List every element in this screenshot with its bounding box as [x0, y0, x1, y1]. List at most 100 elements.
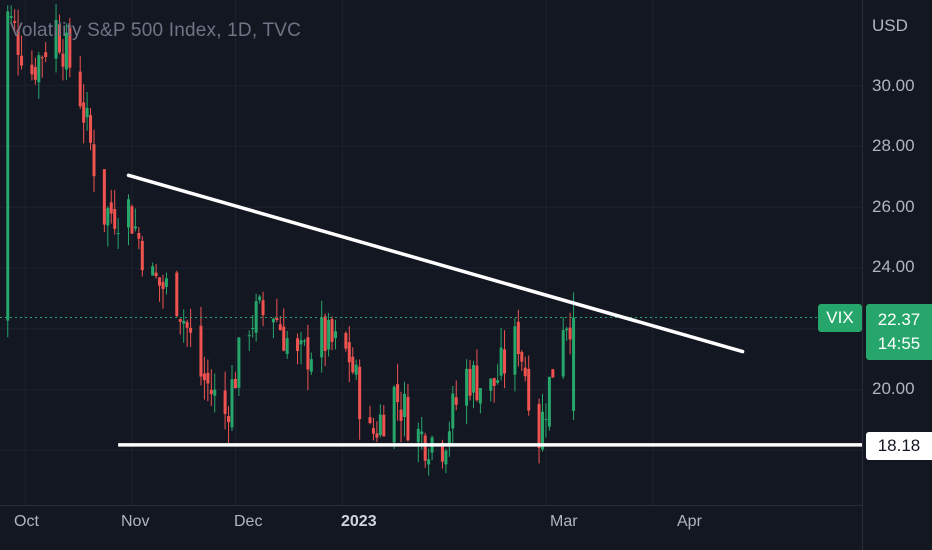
price-tick: 30.00: [872, 76, 915, 95]
time-tick: Mar: [550, 513, 578, 530]
candle: [282, 308, 286, 352]
candle-body: [44, 52, 48, 58]
candle: [344, 331, 348, 352]
candle-body: [478, 388, 482, 404]
candle: [327, 312, 331, 357]
candle: [140, 236, 144, 277]
candle-body: [344, 333, 348, 349]
candle-body: [130, 206, 134, 234]
candle-body: [516, 321, 520, 355]
candle-body: [206, 372, 210, 384]
candle-body: [527, 368, 531, 411]
candle: [151, 262, 155, 276]
candle: [102, 169, 106, 233]
candle: [371, 417, 375, 441]
candle-body: [213, 389, 217, 396]
candle-body: [20, 55, 24, 66]
candle-body: [416, 428, 420, 443]
candle: [330, 316, 334, 351]
candle: [302, 338, 306, 346]
candle: [54, 3, 58, 73]
candle: [516, 309, 520, 367]
candle: [82, 84, 86, 144]
candle: [537, 398, 541, 464]
candle: [271, 317, 275, 339]
candle: [258, 294, 262, 304]
candle: [251, 315, 255, 338]
candle: [423, 432, 427, 468]
candle: [233, 372, 237, 389]
candle-body: [489, 378, 493, 391]
candle-body: [230, 379, 234, 428]
candle-body: [520, 351, 524, 362]
candle-body: [572, 317, 576, 411]
candle: [154, 264, 158, 279]
candle: [572, 292, 576, 420]
candle: [296, 333, 300, 365]
candle-body: [440, 442, 444, 462]
candle-body: [251, 327, 255, 330]
candle-body: [285, 338, 289, 355]
candle-body: [403, 393, 406, 417]
time-tick-year: 2023: [341, 513, 377, 530]
candle-body: [258, 296, 262, 301]
candle: [206, 359, 210, 402]
candle-body: [354, 364, 358, 375]
last-price-badge: 22.37 14:55: [866, 304, 932, 360]
candle: [541, 393, 544, 452]
candle-body: [68, 27, 72, 68]
candle-body: [454, 397, 458, 405]
candle: [544, 403, 548, 438]
candle-body: [368, 417, 372, 424]
candle-body: [202, 373, 206, 381]
candle: [358, 359, 362, 440]
candle: [451, 385, 455, 445]
candle: [430, 435, 434, 461]
candle: [468, 360, 472, 401]
candle: [547, 376, 551, 431]
price-axis-divider: [862, 0, 863, 550]
candle-body: [185, 322, 189, 328]
candle: [64, 23, 68, 81]
candle: [392, 385, 396, 449]
candle: [85, 91, 89, 131]
candle: [447, 421, 451, 457]
time-tick: Apr: [677, 513, 702, 530]
candle-body: [209, 389, 213, 395]
candle-body: [406, 396, 410, 441]
candle-body: [451, 393, 455, 429]
candle: [475, 349, 479, 402]
candle: [347, 326, 351, 382]
candle-body: [158, 277, 162, 286]
candle: [175, 270, 179, 318]
candle: [513, 318, 517, 392]
candle-body: [392, 386, 396, 443]
candle-body: [58, 24, 61, 53]
candle-body: [444, 450, 448, 465]
candle-body: [472, 364, 475, 393]
candle: [106, 206, 110, 247]
candle-body: [40, 57, 44, 59]
time-tick: Nov: [121, 513, 150, 530]
candle: [334, 319, 337, 350]
candle-body: [302, 340, 306, 342]
candle: [61, 39, 65, 81]
candle: [416, 422, 420, 463]
price-tick: 28.00: [872, 136, 915, 155]
candle: [127, 194, 130, 246]
symbol-badge: VIX: [818, 304, 862, 332]
candle-body: [447, 431, 451, 446]
candle: [406, 383, 410, 442]
candle: [565, 326, 569, 341]
candle-body: [475, 365, 479, 401]
price-axis-unit: USD: [872, 16, 908, 35]
candle: [378, 404, 382, 438]
candle-body: [37, 55, 41, 83]
candle-body: [551, 369, 555, 378]
candle-body: [89, 115, 93, 143]
candle: [261, 291, 265, 327]
candle-body: [85, 107, 89, 118]
candle-body: [9, 15, 13, 18]
candle-body: [306, 337, 310, 370]
